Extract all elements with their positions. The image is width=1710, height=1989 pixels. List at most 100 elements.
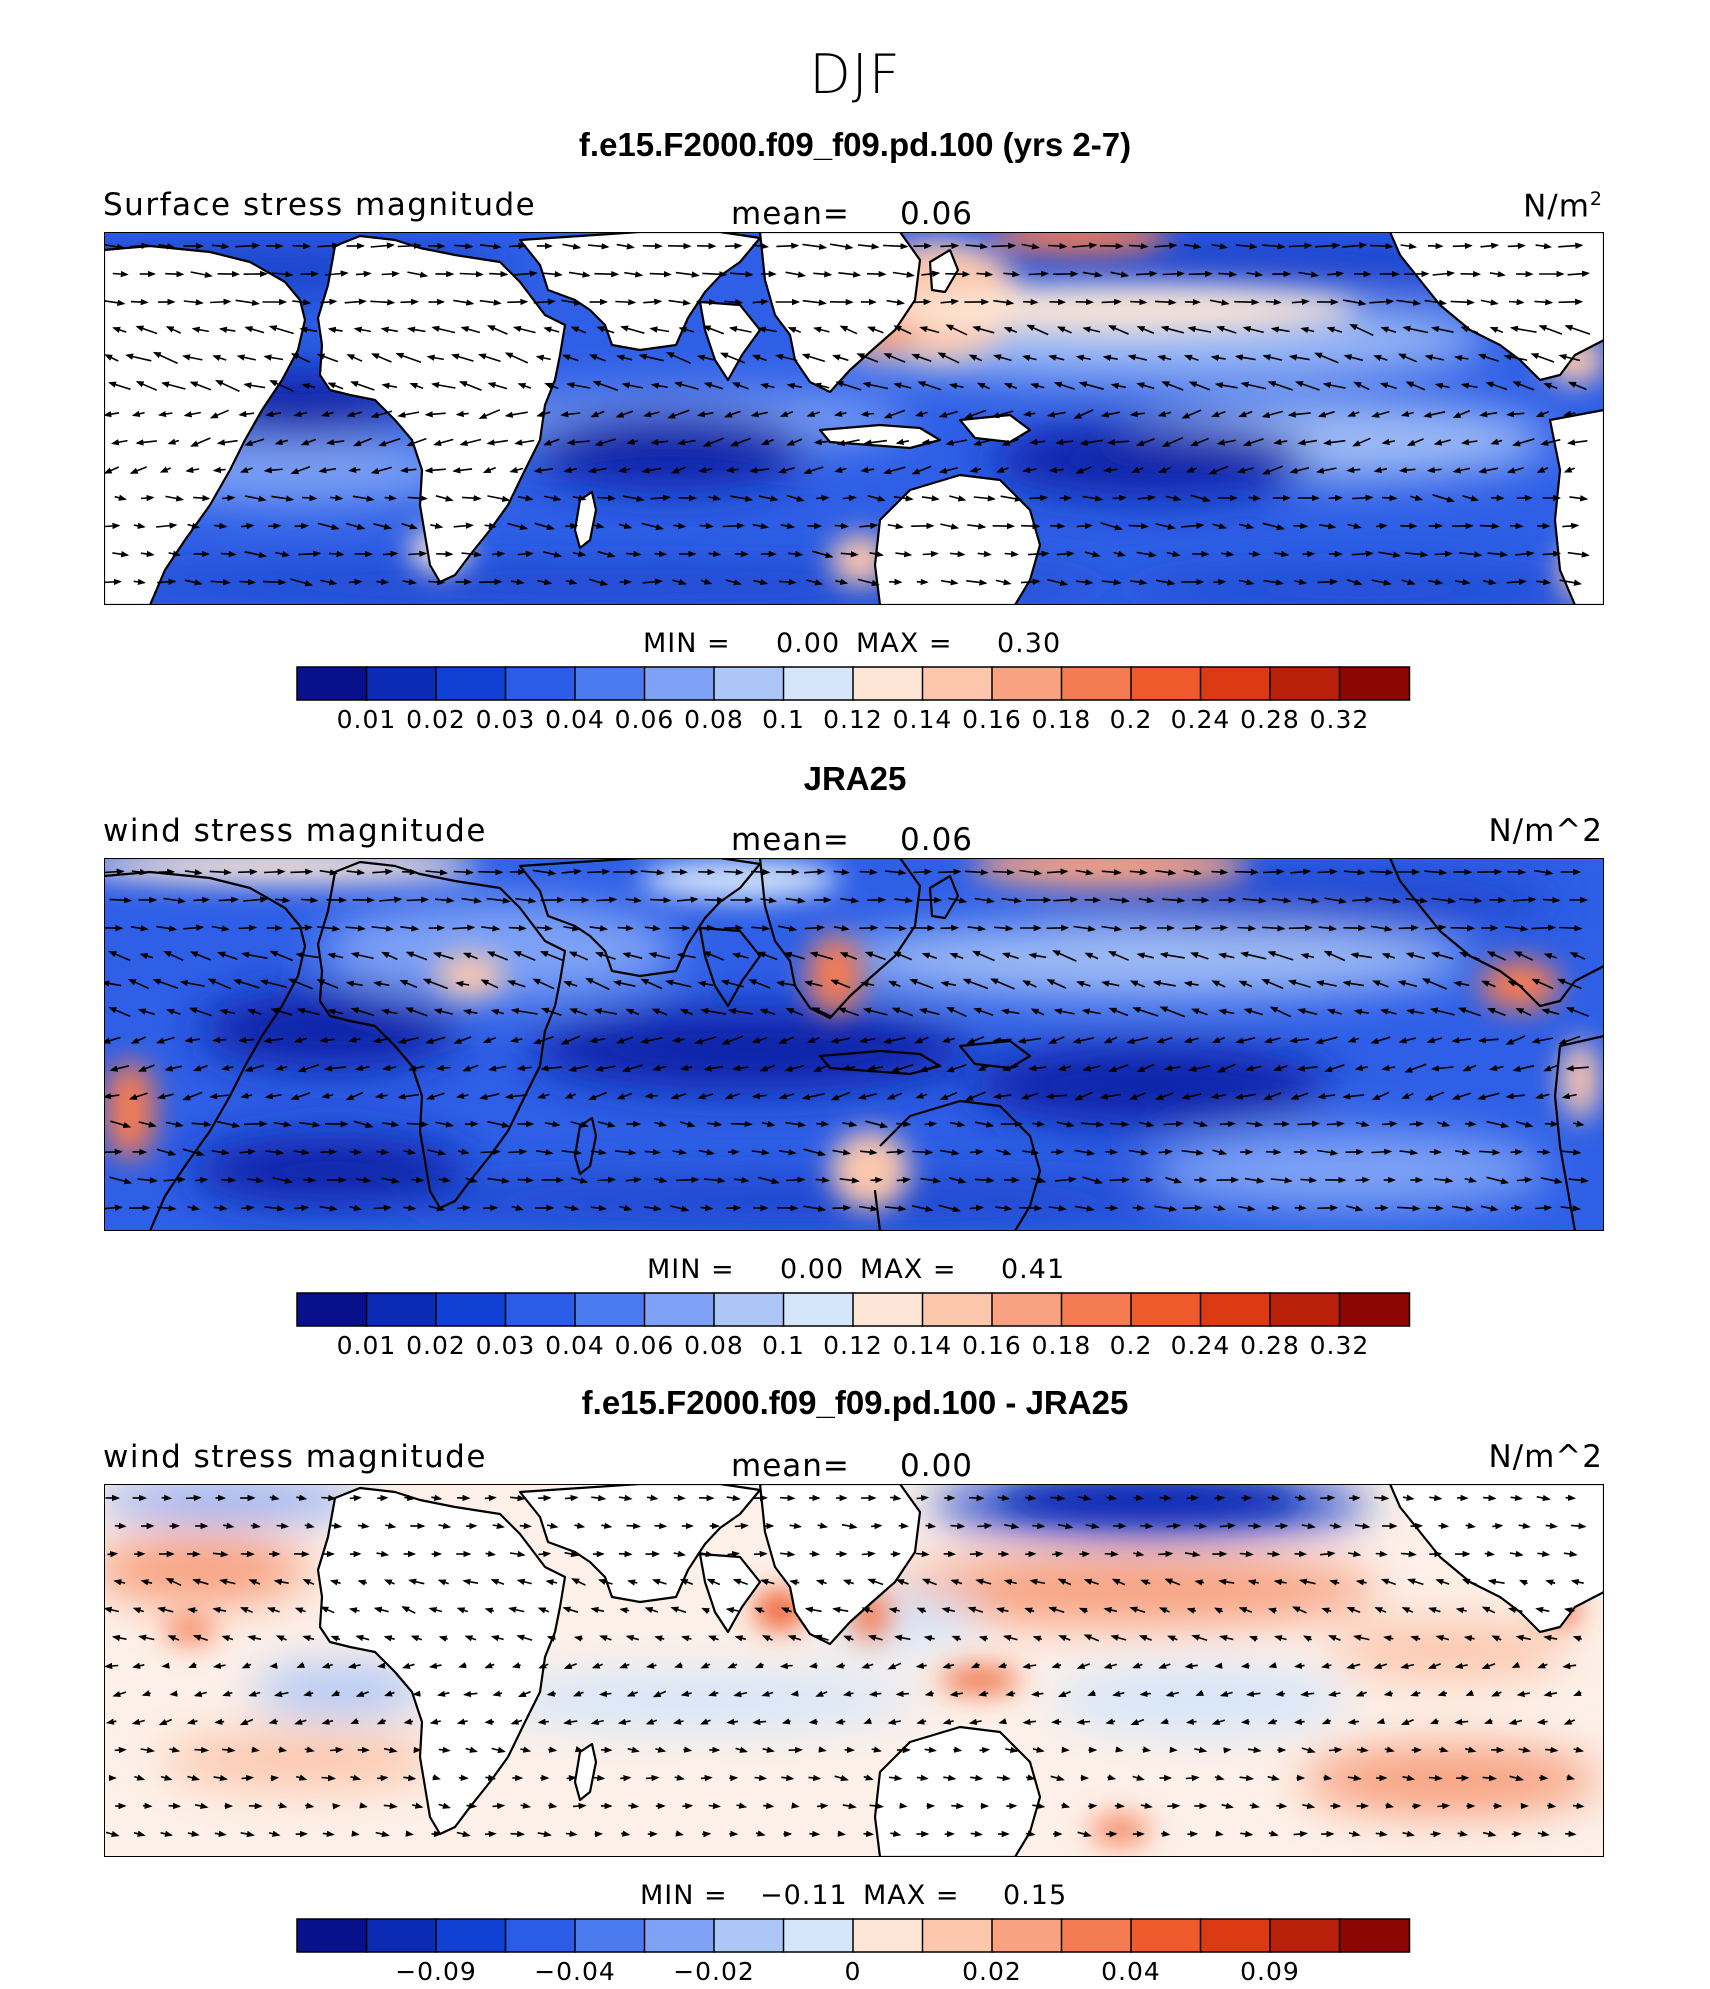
wind-stress-vector bbox=[886, 299, 905, 306]
wind-stress-vector bbox=[1056, 550, 1075, 558]
land-arabia-asia bbox=[518, 232, 762, 352]
wind-stress-vector bbox=[1567, 439, 1588, 446]
wind-stress-vector bbox=[1343, 354, 1364, 362]
wind-stress-vector bbox=[1373, 466, 1388, 474]
wind-stress-vector bbox=[728, 326, 752, 333]
wind-stress-vector bbox=[492, 550, 506, 558]
wind-stress-vector bbox=[1379, 382, 1397, 390]
wind-stress-vector bbox=[1214, 1494, 1226, 1502]
panel-2-land bbox=[104, 858, 1604, 1231]
panel-3-min-value: −0.11 bbox=[760, 1880, 848, 1911]
wind-stress-vector bbox=[244, 551, 267, 559]
wind-stress-vector bbox=[590, 410, 605, 418]
wind-stress-vector bbox=[1160, 325, 1185, 334]
wind-stress-vector bbox=[239, 466, 253, 473]
wind-stress-vector bbox=[1088, 1803, 1098, 1810]
wind-stress-vector bbox=[533, 467, 554, 474]
wind-stress-vector bbox=[265, 410, 282, 418]
wind-stress-vector bbox=[461, 494, 482, 502]
wind-stress-vector bbox=[965, 243, 988, 250]
wind-stress-vector bbox=[191, 326, 209, 333]
wind-stress-vector bbox=[110, 439, 128, 446]
wind-stress-vector bbox=[133, 578, 146, 586]
wind-stress-vector bbox=[832, 1204, 852, 1212]
wind-stress-vector bbox=[1514, 550, 1535, 557]
colorbar-tick-label: 0.01 bbox=[337, 705, 397, 734]
wind-stress-vector bbox=[979, 1746, 991, 1754]
wind-stress-vector bbox=[274, 438, 289, 445]
wind-stress-vector bbox=[512, 325, 536, 334]
wind-stress-vector bbox=[1434, 550, 1453, 558]
wind-stress-vector bbox=[671, 466, 686, 474]
wind-stress-vector bbox=[1211, 868, 1229, 876]
wind-stress-vector bbox=[112, 551, 130, 558]
wind-stress-vector bbox=[1492, 1522, 1504, 1530]
colorbar-swatch bbox=[1060, 1292, 1133, 1327]
wind-stress-vector bbox=[1506, 410, 1525, 418]
colorbar-tick-label: 0.28 bbox=[1240, 1331, 1300, 1360]
wind-stress-vector bbox=[431, 381, 456, 389]
wind-stress-vector bbox=[566, 439, 590, 446]
wind-stress-vector bbox=[1275, 1690, 1286, 1697]
wind-stress-vector bbox=[1185, 1718, 1197, 1725]
wind-stress-vector bbox=[1326, 1120, 1345, 1128]
wind-stress-vector bbox=[1538, 325, 1563, 335]
wind-stress-vector bbox=[893, 382, 912, 389]
wind-stress-vector bbox=[477, 353, 501, 363]
wind-stress-vector bbox=[618, 1550, 633, 1558]
colorbar-swatch bbox=[504, 1292, 577, 1327]
wind-stress-vector bbox=[1140, 1522, 1154, 1530]
wind-stress-vector bbox=[761, 438, 774, 446]
wind-stress-vector bbox=[519, 1522, 532, 1530]
wind-stress-vector bbox=[626, 550, 642, 558]
colorbar-swatch bbox=[643, 666, 716, 701]
wind-stress-vector bbox=[185, 1494, 202, 1502]
wind-stress-vector bbox=[1479, 411, 1498, 418]
wind-stress-vector bbox=[514, 439, 535, 446]
wind-stress-vector bbox=[268, 522, 282, 530]
wind-stress-vector bbox=[507, 522, 529, 530]
wind-stress-vector bbox=[973, 438, 994, 446]
wind-stress-vector bbox=[290, 868, 314, 876]
wind-stress-vector bbox=[294, 522, 309, 530]
wind-stress-vector bbox=[597, 1176, 616, 1184]
wind-stress-vector bbox=[1374, 1494, 1390, 1502]
wind-stress-vector bbox=[293, 410, 308, 418]
wind-stress-vector bbox=[456, 1204, 471, 1212]
wind-stress-vector bbox=[327, 326, 343, 334]
wind-stress-vector bbox=[871, 1522, 883, 1530]
wind-stress-vector bbox=[184, 869, 203, 876]
wind-stress-vector bbox=[791, 1802, 800, 1809]
panel-1-title: f.e15.F2000.f09_f09.pd.100 (yrs 2-7) bbox=[578, 126, 1132, 163]
wind-stress-vector bbox=[1450, 924, 1476, 932]
wind-stress-vector bbox=[1048, 242, 1068, 250]
wind-stress-vector bbox=[263, 354, 284, 361]
wind-stress-vector bbox=[130, 242, 150, 249]
wind-stress-vector bbox=[786, 494, 805, 502]
wind-stress-vector bbox=[185, 466, 200, 474]
wind-stress-vector bbox=[1547, 1802, 1557, 1809]
wind-stress-vector bbox=[350, 381, 375, 391]
wind-stress-vector bbox=[678, 326, 695, 333]
wind-stress-vector bbox=[992, 868, 1015, 876]
wind-stress-vector bbox=[650, 896, 672, 904]
wind-stress-vector bbox=[665, 352, 691, 364]
wind-stress-vector bbox=[996, 466, 1009, 473]
wind-stress-vector bbox=[1375, 522, 1388, 530]
wind-stress-vector bbox=[1480, 299, 1499, 306]
wind-stress-vector bbox=[895, 550, 913, 558]
wind-stress-vector bbox=[815, 494, 830, 502]
wind-stress-vector bbox=[1302, 550, 1316, 558]
colorbar-tick-label: 0.16 bbox=[962, 1331, 1022, 1360]
wind-stress-vector bbox=[1298, 271, 1320, 278]
wind-stress-vector bbox=[1130, 298, 1148, 306]
wind-stress-vector bbox=[1563, 410, 1576, 417]
wind-stress-vector bbox=[587, 868, 611, 875]
wind-stress-vector bbox=[696, 354, 714, 361]
wind-stress-vector bbox=[1509, 325, 1537, 333]
colorbar-tick-label: 0.28 bbox=[1240, 705, 1300, 734]
wind-stress-vector bbox=[776, 242, 800, 250]
wind-stress-vector bbox=[698, 466, 713, 474]
wind-stress-vector bbox=[263, 578, 287, 586]
